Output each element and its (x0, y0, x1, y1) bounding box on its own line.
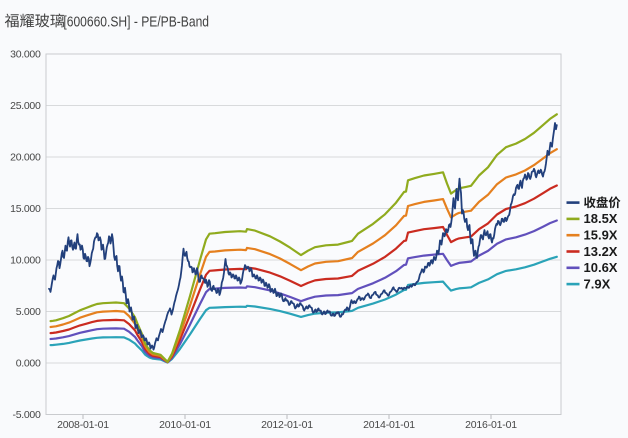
svg-text:15.000: 15.000 (10, 203, 41, 215)
svg-text:2014-01-01: 2014-01-01 (363, 419, 415, 431)
svg-text:-5.000: -5.000 (13, 409, 41, 421)
svg-text:13.2X: 13.2X (584, 244, 618, 259)
svg-text:25.000: 25.000 (10, 100, 41, 112)
svg-text:2010-01-01: 2010-01-01 (159, 419, 211, 431)
svg-text:2012-01-01: 2012-01-01 (261, 419, 313, 431)
svg-text:0.000: 0.000 (16, 358, 41, 370)
svg-text:15.9X: 15.9X (584, 228, 618, 243)
svg-text:18.5X: 18.5X (584, 211, 618, 226)
svg-text:2016-01-01: 2016-01-01 (465, 419, 517, 431)
svg-text:10.000: 10.000 (10, 255, 41, 267)
svg-text:[600660.SH] - PE/PB-Band: [600660.SH] - PE/PB-Band (63, 14, 209, 31)
svg-text:10.6X: 10.6X (584, 260, 618, 275)
svg-text:7.9X: 7.9X (584, 276, 611, 291)
svg-text:2008-01-01: 2008-01-01 (57, 419, 109, 431)
svg-text:30.000: 30.000 (10, 49, 41, 61)
svg-text:5.000: 5.000 (16, 306, 41, 318)
svg-text:20.000: 20.000 (10, 152, 41, 164)
